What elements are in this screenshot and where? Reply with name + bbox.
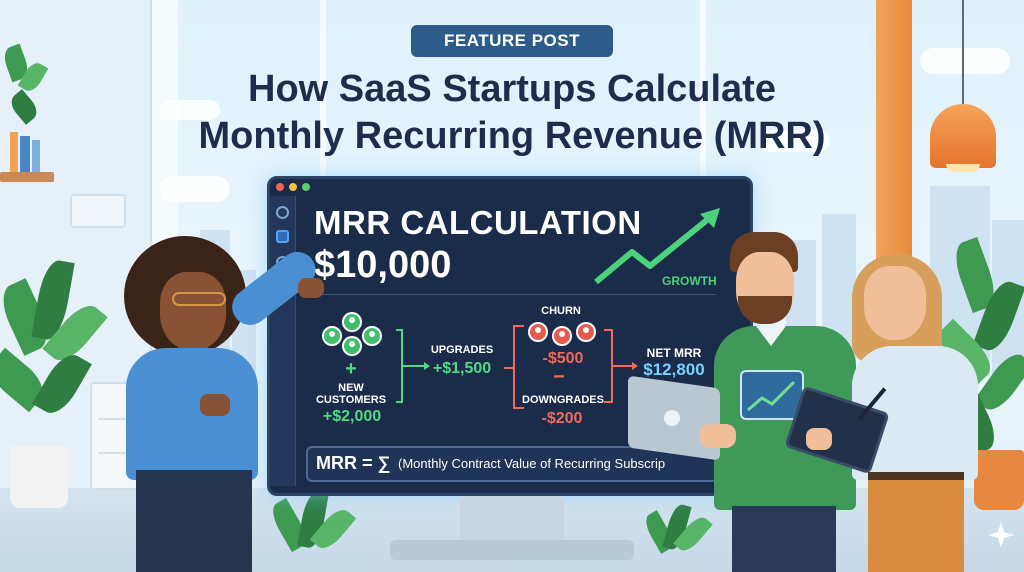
minimize-dot <box>289 183 297 191</box>
connector-bracket <box>604 329 638 403</box>
lamp-bulb <box>946 164 980 172</box>
cloud <box>160 100 220 120</box>
close-dot <box>276 183 284 191</box>
avatar <box>576 322 596 342</box>
book <box>32 140 40 172</box>
lamp-cord <box>962 0 964 106</box>
new-customers-label-line: CUSTOMERS <box>315 394 387 406</box>
face <box>160 272 226 350</box>
plant-pot <box>974 450 1024 510</box>
hand <box>806 428 832 450</box>
cloud <box>160 176 230 202</box>
orange-trousers <box>868 474 964 572</box>
net-mrr-value: $12,800 <box>643 360 705 379</box>
glasses <box>172 292 226 306</box>
mrr-total: $10,000 <box>314 244 452 286</box>
formula-box <box>306 446 720 482</box>
cloud <box>920 48 1010 74</box>
search-icon[interactable] <box>276 206 289 219</box>
hand <box>700 424 736 448</box>
window-controls <box>276 183 310 191</box>
avatar <box>322 326 342 346</box>
new-customers-label: NEW CUSTOMERS <box>306 382 396 406</box>
downgrades-label: DOWNGRADES <box>522 394 604 406</box>
avatar <box>342 336 362 356</box>
minus-sign: − <box>553 366 565 388</box>
trousers <box>732 506 836 572</box>
formula-lhs: MRR = ∑ <box>316 453 391 473</box>
growth-label: GROWTH <box>662 274 717 288</box>
belt <box>868 472 964 480</box>
title-line: How SaaS Startups Calculate <box>248 68 776 110</box>
printer <box>70 194 126 228</box>
mini-chart-icon <box>747 380 796 412</box>
mrr-heading: MRR CALCULATION <box>314 204 642 241</box>
blue-shirt <box>126 348 258 480</box>
jeans <box>136 470 252 572</box>
avatar <box>528 322 548 342</box>
feature-post-badge: FEATURE POST <box>411 25 613 57</box>
book <box>20 136 30 172</box>
avatar <box>362 326 382 346</box>
divider <box>312 294 716 295</box>
hand <box>200 394 230 416</box>
upgrades-value: +$1,500 <box>432 360 492 377</box>
monitor-base <box>390 540 634 560</box>
cloud <box>760 130 830 152</box>
sidebar <box>270 196 296 486</box>
plant-pot <box>10 446 68 508</box>
avatar <box>552 326 572 346</box>
new-customers-label-line: NEW <box>338 382 364 394</box>
maximize-dot <box>302 183 310 191</box>
monitor-stand <box>460 496 564 544</box>
plus-sign: + <box>345 358 357 380</box>
shelf <box>0 172 54 182</box>
laptop-logo <box>664 410 680 426</box>
upgrades-label: UPGRADES <box>430 344 494 356</box>
avatar <box>342 312 362 332</box>
pendant-lamp <box>930 104 996 168</box>
face <box>864 266 926 340</box>
churn-value: -$500 <box>542 350 584 367</box>
net-mrr-label: NET MRR <box>646 346 702 360</box>
title-line: Monthly Recurring Revenue (MRR) <box>198 115 826 157</box>
page-title: How SaaS Startups Calculate Monthly Recu… <box>120 66 904 160</box>
formula-rhs: (Monthly Contract Value of Recurring Sub… <box>398 456 666 471</box>
sparkle-icon <box>988 522 1014 548</box>
chart-icon[interactable] <box>276 230 289 243</box>
connector-bracket <box>396 329 430 403</box>
connector-bracket <box>504 325 524 409</box>
growth-arrow-icon <box>594 208 720 285</box>
book <box>10 132 18 172</box>
pointing-hand <box>298 278 324 298</box>
new-customers-value: +$2,000 <box>322 408 382 425</box>
churn-label: CHURN <box>541 305 581 317</box>
downgrades-value: -$200 <box>541 410 583 427</box>
